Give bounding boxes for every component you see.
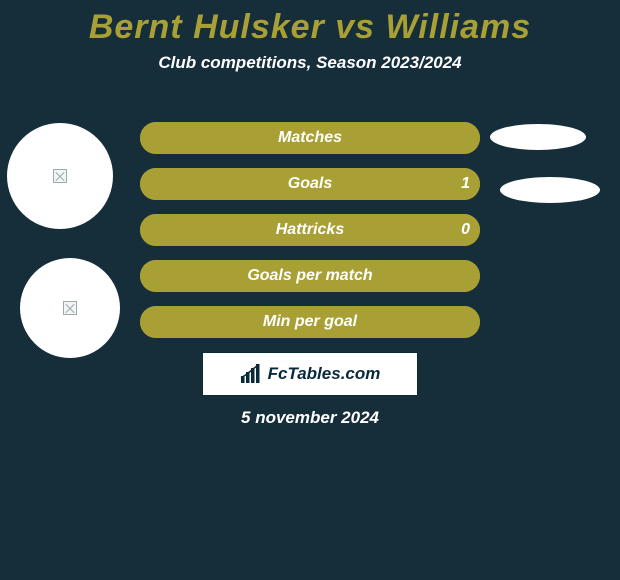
player-avatar-2 <box>20 258 120 358</box>
stat-bar: Goals per match <box>140 260 480 292</box>
stat-bar-value: 1 <box>461 175 470 193</box>
comparison-infographic: Bernt Hulsker vs Williams Club competiti… <box>0 0 620 73</box>
page-subtitle: Club competitions, Season 2023/2024 <box>0 53 620 73</box>
decorative-ellipse <box>500 177 600 203</box>
stat-bar: Goals1 <box>140 168 480 200</box>
stat-bar-value: 0 <box>461 221 470 239</box>
image-placeholder-icon <box>53 169 67 183</box>
stat-bar-label: Goals per match <box>140 267 480 285</box>
stat-bar: Min per goal <box>140 306 480 338</box>
stat-bars: Matches Goals1 Hattricks0 Goals per match Mi… <box>140 122 480 352</box>
player-avatar-1 <box>7 123 113 229</box>
stat-bar-label: Hattricks <box>140 221 480 239</box>
bar-chart-icon <box>240 364 262 384</box>
brand-text: FcTables.com <box>268 364 381 384</box>
stat-bar-label: Goals <box>140 175 480 193</box>
image-placeholder-icon <box>63 301 77 315</box>
brand-box: FcTables.com <box>202 352 418 396</box>
stat-bar: Matches <box>140 122 480 154</box>
date-line: 5 november 2024 <box>0 408 620 428</box>
stat-bar-label: Min per goal <box>140 313 480 331</box>
stat-bar: Hattricks0 <box>140 214 480 246</box>
stat-bar-label: Matches <box>140 129 480 147</box>
decorative-ellipse <box>490 124 586 150</box>
page-title: Bernt Hulsker vs Williams <box>0 0 620 47</box>
